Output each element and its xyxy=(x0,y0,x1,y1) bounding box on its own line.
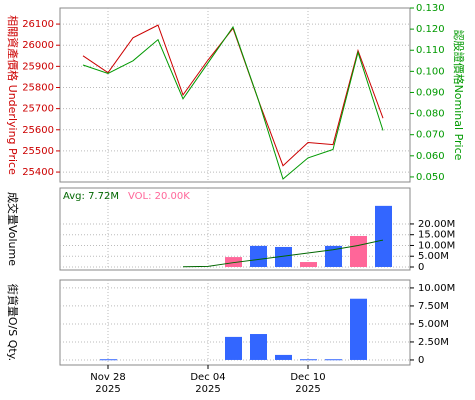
y-tick-label: 10.00M xyxy=(418,283,455,294)
bar xyxy=(225,257,242,267)
y-tick-label: 25500 xyxy=(22,146,54,157)
y-tick-label: 0 xyxy=(418,262,424,273)
y-tick-label: 25400 xyxy=(22,167,54,178)
y2-tick-label: 0.080 xyxy=(416,109,445,120)
bar xyxy=(300,359,317,361)
bar xyxy=(325,359,342,361)
y2-tick-label: 0.130 xyxy=(416,3,445,14)
y-tick-label: 15.00M xyxy=(418,230,455,241)
y-tick-label: 26000 xyxy=(22,40,54,51)
y2-tick-label: 0.060 xyxy=(416,151,445,162)
bar xyxy=(350,235,367,267)
annotation: VOL: 20.00K xyxy=(128,191,190,202)
plot-frame xyxy=(59,279,411,366)
bar xyxy=(375,205,392,267)
x-tick-label: 2025 xyxy=(295,384,320,395)
y-axis-label: 街貨量O/S Qty. xyxy=(6,284,20,361)
bar xyxy=(300,262,317,267)
y-tick-label: 5.00M xyxy=(418,251,449,262)
bar xyxy=(325,245,342,267)
bar xyxy=(250,245,267,267)
x-tick-label: 2025 xyxy=(95,384,120,395)
x-tick-label: Dec 04 xyxy=(190,372,225,383)
x-tick-label: Nov 28 xyxy=(90,372,125,383)
y-tick-label: 25700 xyxy=(22,104,54,115)
y-tick-label: 5.00M xyxy=(418,319,449,330)
x-tick-label: Dec 10 xyxy=(290,372,325,383)
y-tick-label: 2.50M xyxy=(418,337,449,348)
y2-tick-label: 0.090 xyxy=(416,87,445,98)
y2-tick-label: 0.050 xyxy=(416,172,445,183)
plot-frame xyxy=(59,7,411,183)
y-tick-label: 25900 xyxy=(22,61,54,72)
y-tick-label: 26100 xyxy=(22,19,54,30)
bar xyxy=(275,354,292,360)
bar xyxy=(250,334,267,360)
y-axis-label: 相關資產價格 Underlying Price xyxy=(6,15,20,175)
bar xyxy=(100,359,117,361)
y2-tick-label: 0.120 xyxy=(416,24,445,35)
bar xyxy=(225,336,242,360)
plot-frame xyxy=(59,187,411,271)
x-tick-label: 2025 xyxy=(195,384,220,395)
line xyxy=(82,24,384,167)
y-tick-label: 7.50M xyxy=(418,301,449,312)
annotation: Avg: 7.72M xyxy=(63,191,119,202)
y2-tick-label: 0.110 xyxy=(416,45,445,56)
y-tick-label: 10.00M xyxy=(418,240,455,251)
y2-tick-label: 0.070 xyxy=(416,130,445,141)
y-axis-label: 成交量Volume xyxy=(6,192,20,266)
bar xyxy=(350,298,367,360)
line xyxy=(82,25,384,180)
y2-tick-label: 0.100 xyxy=(416,66,445,77)
bar xyxy=(275,246,292,267)
y-tick-label: 20.00M xyxy=(418,219,455,230)
y2-axis-label: 認股證價格Nominal Price xyxy=(452,30,466,161)
y-tick-label: 0 xyxy=(418,355,424,366)
y-tick-label: 25800 xyxy=(22,82,54,93)
line xyxy=(182,239,384,268)
y-tick-label: 25600 xyxy=(22,125,54,136)
